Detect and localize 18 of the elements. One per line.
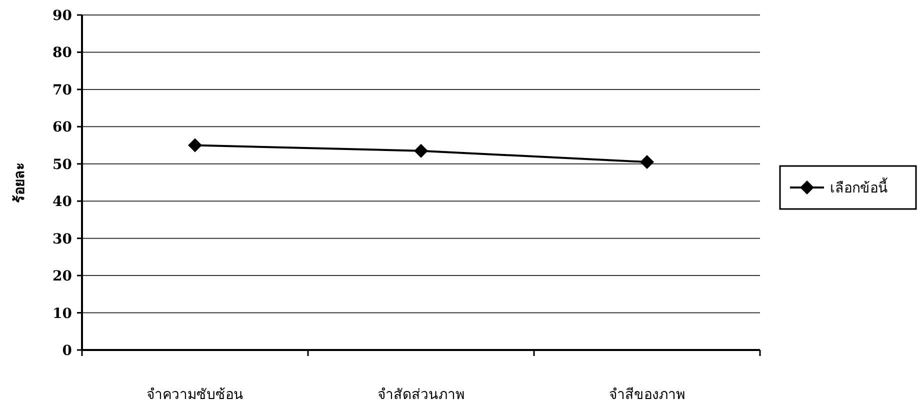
point <box>188 138 202 152</box>
point <box>640 155 654 170</box>
y-tick-label: 40 <box>52 194 72 210</box>
x-tick-label: จำสัดส่วนภาพ <box>378 387 464 403</box>
y-tick-label: 10 <box>52 306 72 322</box>
y-tick-label: 90 <box>52 8 72 24</box>
x-tick-label: จำความซับซ้อน <box>146 387 244 403</box>
y-tick-label: 70 <box>52 82 72 98</box>
y-tick-label: 80 <box>52 45 72 62</box>
y-tick-label: 0 <box>62 343 72 359</box>
y-axis-title: ร้อยละ <box>12 162 28 203</box>
legend-label: เลือกข้อนี้ <box>830 178 888 196</box>
y-tick-label: 50 <box>52 156 72 173</box>
y-tick-label: 20 <box>52 268 72 285</box>
point <box>414 144 428 158</box>
x-tick-label: จำสีของภาพ <box>609 387 685 403</box>
y-tick-label: 30 <box>52 231 72 248</box>
y-tick-label: 60 <box>52 120 72 136</box>
